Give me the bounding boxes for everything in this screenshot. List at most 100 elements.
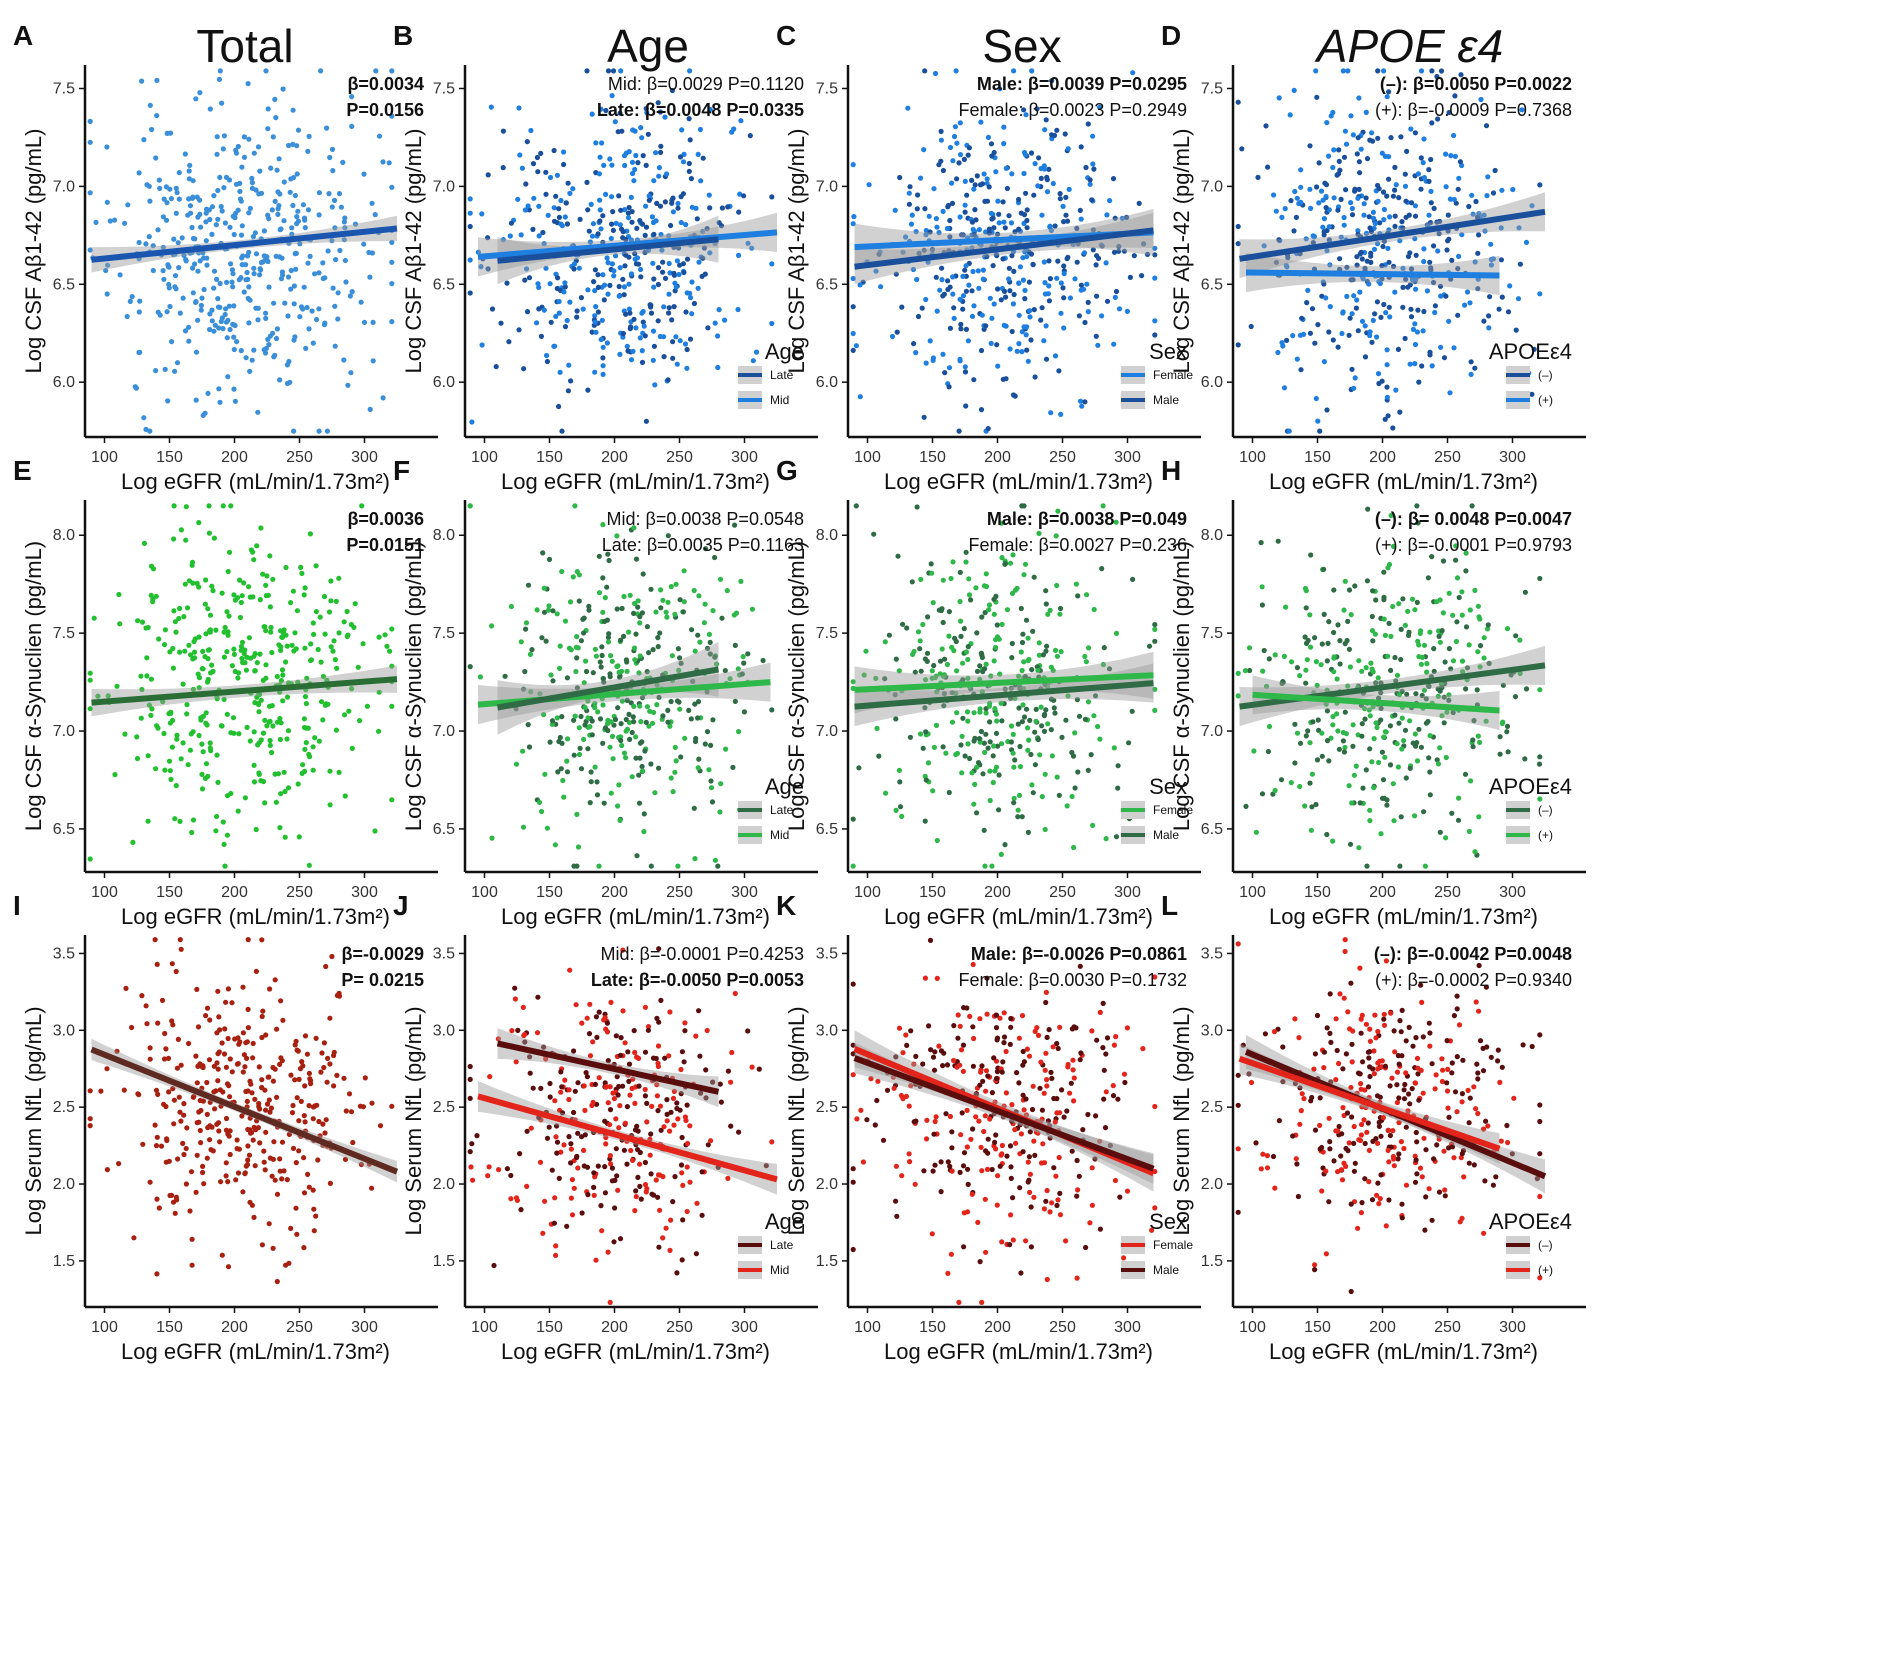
scatter-point [581, 615, 587, 621]
scatter-point [939, 277, 945, 283]
scatter-point [467, 1063, 473, 1070]
scatter-point [1003, 1048, 1009, 1055]
scatter-point [260, 1008, 266, 1014]
stat-line: Mid: β=0.0029 P=0.1120 [608, 74, 804, 94]
scatter-point [318, 68, 324, 74]
scatter-point [958, 326, 964, 332]
scatter-point [1431, 243, 1437, 249]
scatter-point [1024, 225, 1030, 231]
scatter-point [617, 222, 623, 228]
scatter-point [1449, 257, 1455, 263]
scatter-point [328, 598, 334, 604]
scatter-point [974, 764, 980, 770]
scatter-point [962, 209, 968, 215]
scatter-point [1408, 200, 1415, 206]
scatter-point [994, 743, 1001, 749]
scatter-point [1294, 356, 1300, 362]
scatter-point [229, 663, 235, 669]
scatter-point [301, 592, 307, 598]
scatter-point [655, 100, 661, 106]
scatter-point [660, 713, 666, 719]
scatter-point [260, 730, 267, 736]
scatter-point [1440, 610, 1446, 616]
scatter-point [591, 1184, 597, 1190]
scatter-point [1400, 596, 1406, 602]
scatter-point [611, 273, 617, 279]
scatter-point [502, 673, 508, 679]
scatter-point [668, 1217, 674, 1223]
y-tick-label: 7.5 [1201, 625, 1223, 642]
scatter-point [853, 503, 859, 509]
scatter-point [653, 218, 659, 224]
scatter-point [604, 1020, 611, 1026]
scatter-point [893, 1198, 899, 1204]
scatter-point [1010, 750, 1016, 756]
scatter-point [256, 740, 262, 746]
scatter-point [1387, 214, 1393, 220]
scatter-point [1427, 220, 1434, 226]
scatter-point [1041, 1206, 1047, 1212]
scatter-point [635, 604, 641, 610]
scatter-point [1392, 289, 1398, 295]
scatter-point [681, 599, 687, 605]
scatter-point [1436, 633, 1442, 640]
scatter-point [1359, 733, 1365, 739]
scatter-point [648, 304, 654, 310]
scatter-point [1064, 1108, 1070, 1114]
scatter-point [1255, 174, 1261, 180]
scatter-point [1381, 301, 1387, 308]
scatter-point [1488, 256, 1494, 263]
scatter-point [386, 160, 392, 166]
scatter-point [987, 768, 993, 774]
scatter-point [1061, 325, 1067, 331]
scatter-point [203, 210, 209, 216]
scatter-point [278, 720, 284, 726]
scatter-point [555, 769, 561, 775]
scatter-point [602, 1118, 608, 1124]
scatter-point [139, 993, 145, 999]
scatter-point [1265, 164, 1271, 170]
scatter-point [578, 638, 585, 644]
scatter-point [934, 224, 940, 230]
scatter-point [581, 1083, 587, 1089]
scatter-point [285, 728, 292, 734]
scatter-point [903, 1032, 909, 1038]
scatter-point [609, 221, 615, 227]
scatter-point [237, 577, 243, 583]
scatter-point [1396, 601, 1402, 607]
scatter-point [680, 1182, 686, 1188]
scatter-point [1369, 339, 1375, 345]
scatter-point [923, 777, 929, 783]
scatter-point [190, 817, 197, 823]
scatter-point [193, 349, 200, 355]
scatter-point [597, 197, 603, 203]
scatter-point [1445, 212, 1451, 218]
scatter-point [695, 765, 701, 771]
scatter-point [1247, 667, 1253, 674]
scatter-point [534, 1030, 541, 1036]
scatter-point [230, 271, 236, 277]
scatter-point [1412, 607, 1418, 613]
scatter-point [193, 1189, 199, 1195]
scatter-point [1307, 143, 1313, 149]
scatter-point [600, 740, 606, 746]
scatter-point [223, 174, 230, 180]
scatter-point [134, 734, 140, 740]
scatter-point [280, 698, 286, 704]
scatter-point [1352, 186, 1358, 192]
scatter-point [950, 158, 956, 164]
scatter-point [1375, 371, 1382, 377]
scatter-point [227, 1151, 233, 1158]
scatter-point [932, 1162, 938, 1168]
scatter-point [193, 397, 199, 403]
scatter-point [522, 668, 528, 675]
scatter-point [1420, 328, 1426, 334]
scatter-point [1464, 665, 1471, 671]
scatter-point [736, 729, 742, 735]
scatter-point [960, 1042, 967, 1048]
scatter-point [194, 1152, 200, 1158]
scatter-point [87, 856, 93, 862]
scatter-point [660, 259, 666, 265]
scatter-point [548, 672, 554, 678]
scatter-point [1000, 199, 1006, 205]
